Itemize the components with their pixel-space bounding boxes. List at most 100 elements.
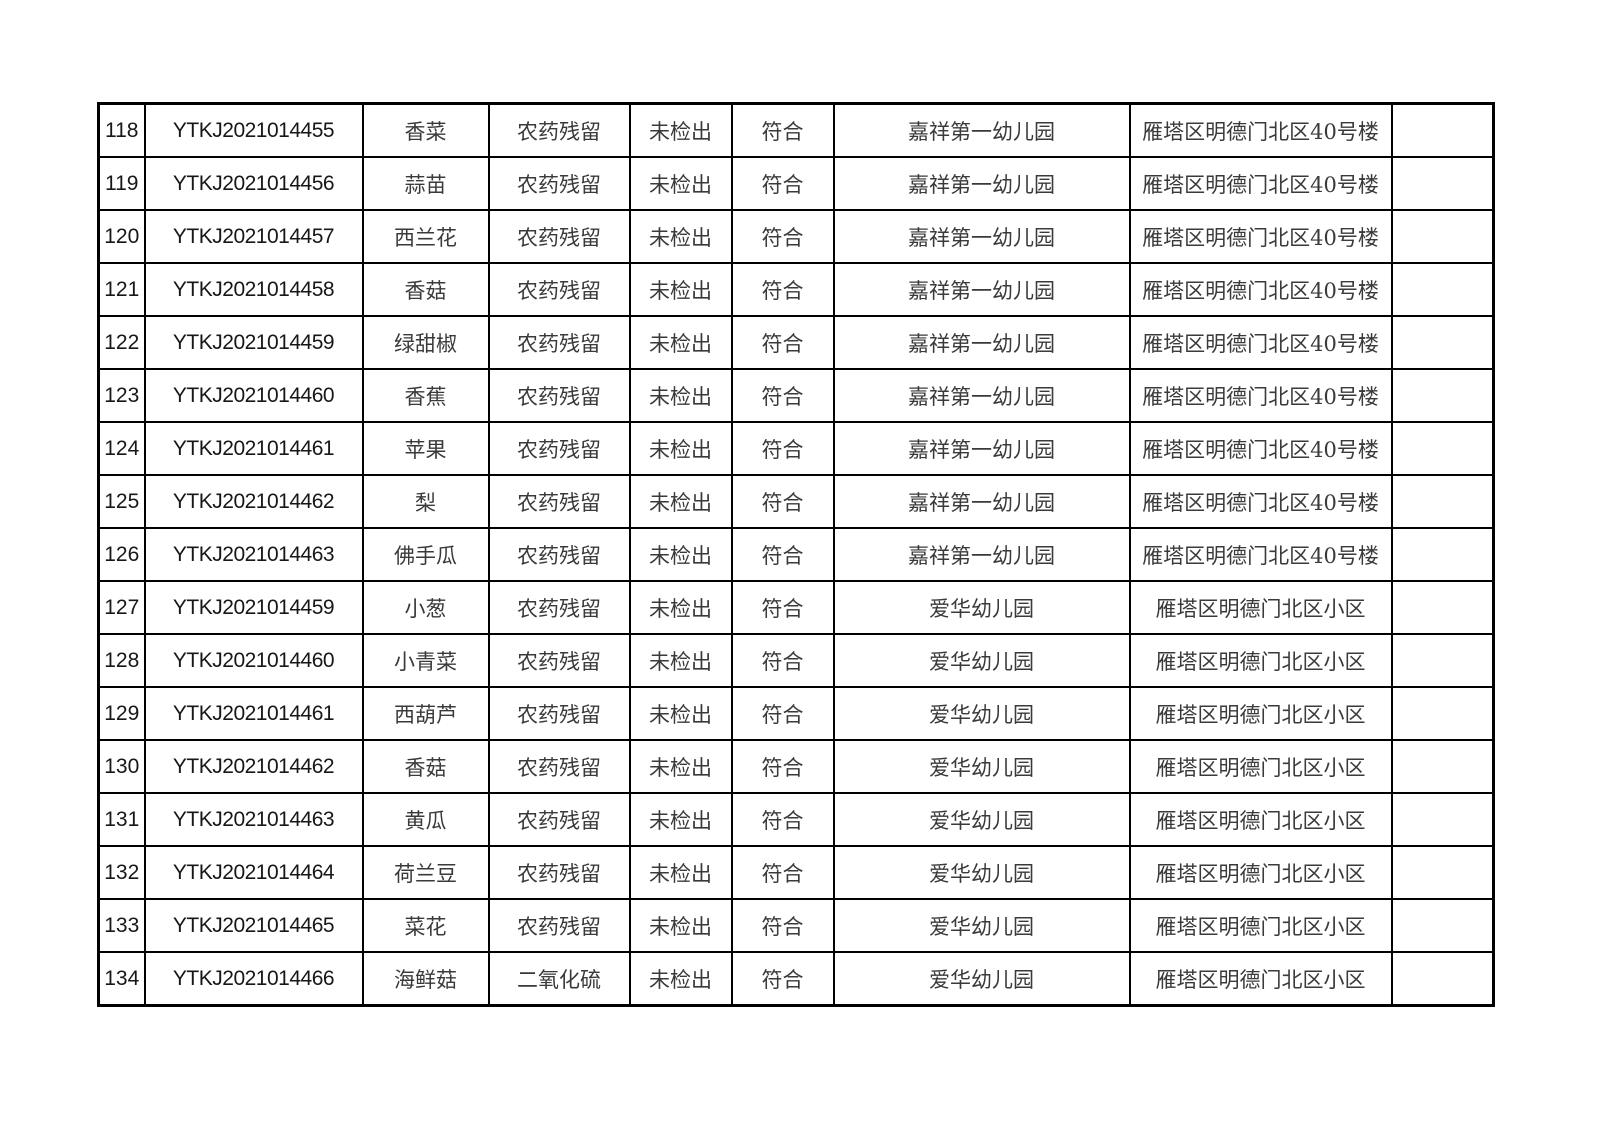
sampled-unit-cell: 嘉祥第一幼儿园: [832, 156, 1131, 211]
sampled-unit-cell: 嘉祥第一幼儿园: [832, 368, 1131, 423]
sample-id-cell: YTKJ2021014460: [143, 368, 364, 423]
sample-id-cell: YTKJ2021014455: [143, 102, 364, 158]
test-item-cell: 农药残留: [487, 580, 631, 635]
row-number-cell: 120: [97, 209, 146, 264]
sample-id-cell: YTKJ2021014462: [143, 739, 364, 794]
sampled-unit-cell: 嘉祥第一幼儿园: [832, 315, 1131, 370]
test-result-cell: 未检出: [628, 792, 733, 847]
conclusion-cell: 符合: [730, 156, 835, 211]
sample-name-cell: 西葫芦: [361, 686, 490, 741]
test-item-cell: 农药残留: [487, 262, 631, 317]
sample-id-cell: YTKJ2021014464: [143, 845, 364, 900]
sample-name-cell: 香菜: [361, 102, 490, 158]
test-result-cell: 未检出: [628, 686, 733, 741]
conclusion-cell: 符合: [730, 898, 835, 953]
test-item-cell: 农药残留: [487, 527, 631, 582]
sample-name-cell: 黄瓜: [361, 792, 490, 847]
table-row: 126 YTKJ2021014463 佛手瓜 农药残留 未检出 符合 嘉祥第一幼儿园 雁塔区明…: [97, 527, 1495, 582]
address-cell: 雁塔区明德门北区40号楼: [1128, 102, 1393, 158]
test-result-cell: 未检出: [628, 898, 733, 953]
test-item-cell: 农药残留: [487, 209, 631, 264]
test-result-cell: 未检出: [628, 474, 733, 529]
inspection-table-container: 118 YTKJ2021014455 香菜 农药残留 未检出 符合 嘉祥第一幼儿园 雁塔区明德…: [97, 102, 1495, 1007]
sample-name-cell: 佛手瓜: [361, 527, 490, 582]
row-number-cell: 132: [97, 845, 146, 900]
test-result-cell: 未检出: [628, 368, 733, 423]
test-item-cell: 农药残留: [487, 156, 631, 211]
row-number-cell: 124: [97, 421, 146, 476]
sample-id-cell: YTKJ2021014457: [143, 209, 364, 264]
table-row: 131 YTKJ2021014463 黄瓜 农药残留 未检出 符合 爱华幼儿园 雁塔区明德门北…: [97, 792, 1495, 847]
sample-name-cell: 香菇: [361, 262, 490, 317]
conclusion-cell: 符合: [730, 368, 835, 423]
table-row: 121 YTKJ2021014458 香菇 农药残留 未检出 符合 嘉祥第一幼儿园 雁塔区明德…: [97, 262, 1495, 317]
sample-id-cell: YTKJ2021014461: [143, 686, 364, 741]
remark-cell: [1390, 792, 1495, 847]
test-item-cell: 农药残留: [487, 633, 631, 688]
sample-name-cell: 香蕉: [361, 368, 490, 423]
row-number-cell: 123: [97, 368, 146, 423]
sampled-unit-cell: 爱华幼儿园: [832, 739, 1131, 794]
address-cell: 雁塔区明德门北区40号楼: [1128, 315, 1393, 370]
table-body: 118 YTKJ2021014455 香菜 农药残留 未检出 符合 嘉祥第一幼儿园 雁塔区明德…: [97, 102, 1495, 1007]
test-result-cell: 未检出: [628, 580, 733, 635]
row-number-cell: 121: [97, 262, 146, 317]
test-item-cell: 农药残留: [487, 315, 631, 370]
address-cell: 雁塔区明德门北区40号楼: [1128, 474, 1393, 529]
sample-name-cell: 小青菜: [361, 633, 490, 688]
row-number-cell: 126: [97, 527, 146, 582]
sampled-unit-cell: 爱华幼儿园: [832, 633, 1131, 688]
address-cell: 雁塔区明德门北区40号楼: [1128, 421, 1393, 476]
table-row: 122 YTKJ2021014459 绿甜椒 农药残留 未检出 符合 嘉祥第一幼儿园 雁塔区明…: [97, 315, 1495, 370]
remark-cell: [1390, 156, 1495, 211]
conclusion-cell: 符合: [730, 633, 835, 688]
sample-name-cell: 菜花: [361, 898, 490, 953]
sampled-unit-cell: 嘉祥第一幼儿园: [832, 102, 1131, 158]
test-item-cell: 农药残留: [487, 686, 631, 741]
sample-id-cell: YTKJ2021014461: [143, 421, 364, 476]
sampled-unit-cell: 爱华幼儿园: [832, 898, 1131, 953]
row-number-cell: 125: [97, 474, 146, 529]
sample-id-cell: YTKJ2021014456: [143, 156, 364, 211]
test-result-cell: 未检出: [628, 951, 733, 1007]
sample-name-cell: 苹果: [361, 421, 490, 476]
conclusion-cell: 符合: [730, 845, 835, 900]
remark-cell: [1390, 474, 1495, 529]
conclusion-cell: 符合: [730, 739, 835, 794]
sampled-unit-cell: 嘉祥第一幼儿园: [832, 209, 1131, 264]
test-result-cell: 未检出: [628, 156, 733, 211]
sample-name-cell: 西兰花: [361, 209, 490, 264]
sampled-unit-cell: 嘉祥第一幼儿园: [832, 421, 1131, 476]
conclusion-cell: 符合: [730, 262, 835, 317]
address-cell: 雁塔区明德门北区40号楼: [1128, 527, 1393, 582]
address-cell: 雁塔区明德门北区小区: [1128, 633, 1393, 688]
sampled-unit-cell: 爱华幼儿园: [832, 845, 1131, 900]
sample-name-cell: 香菇: [361, 739, 490, 794]
sample-id-cell: YTKJ2021014460: [143, 633, 364, 688]
remark-cell: [1390, 527, 1495, 582]
row-number-cell: 122: [97, 315, 146, 370]
test-result-cell: 未检出: [628, 209, 733, 264]
sampled-unit-cell: 爱华幼儿园: [832, 686, 1131, 741]
test-result-cell: 未检出: [628, 262, 733, 317]
sampled-unit-cell: 嘉祥第一幼儿园: [832, 474, 1131, 529]
address-cell: 雁塔区明德门北区小区: [1128, 739, 1393, 794]
sampled-unit-cell: 爱华幼儿园: [832, 792, 1131, 847]
remark-cell: [1390, 102, 1495, 158]
sample-id-cell: YTKJ2021014463: [143, 527, 364, 582]
inspection-results-table: 118 YTKJ2021014455 香菜 农药残留 未检出 符合 嘉祥第一幼儿园 雁塔区明德…: [97, 102, 1495, 1007]
test-item-cell: 农药残留: [487, 739, 631, 794]
conclusion-cell: 符合: [730, 209, 835, 264]
test-result-cell: 未检出: [628, 845, 733, 900]
sample-id-cell: YTKJ2021014459: [143, 315, 364, 370]
row-number-cell: 119: [97, 156, 146, 211]
sampled-unit-cell: 嘉祥第一幼儿园: [832, 527, 1131, 582]
test-result-cell: 未检出: [628, 739, 733, 794]
sample-id-cell: YTKJ2021014462: [143, 474, 364, 529]
conclusion-cell: 符合: [730, 102, 835, 158]
table-row: 133 YTKJ2021014465 菜花 农药残留 未检出 符合 爱华幼儿园 雁塔区明德门北…: [97, 898, 1495, 953]
address-cell: 雁塔区明德门北区小区: [1128, 898, 1393, 953]
test-item-cell: 农药残留: [487, 102, 631, 158]
remark-cell: [1390, 686, 1495, 741]
